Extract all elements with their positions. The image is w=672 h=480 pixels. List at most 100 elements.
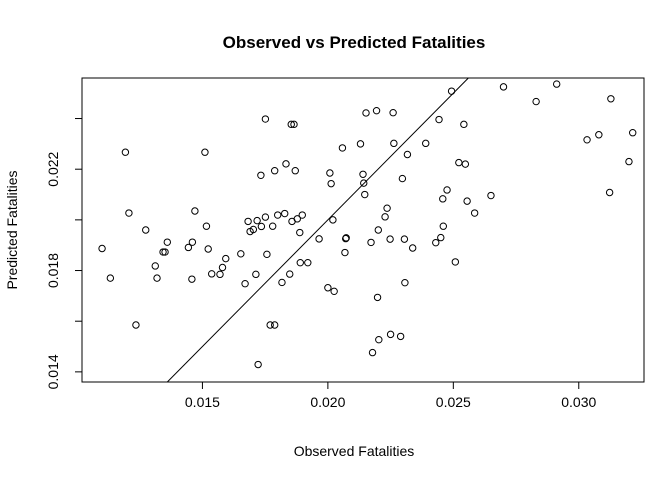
x-axis: 0.015 0.020 0.025 0.030: [185, 382, 596, 410]
y-tick-label: 0.014: [45, 354, 61, 389]
data-point: [241, 280, 249, 288]
data-point: [151, 262, 159, 270]
data-point: [326, 169, 334, 177]
data-point: [583, 136, 591, 144]
data-point: [362, 109, 370, 117]
data-point: [629, 129, 637, 137]
data-point: [460, 120, 468, 129]
data-point: [188, 275, 196, 283]
data-point: [184, 243, 193, 252]
data-point: [266, 321, 274, 329]
y-axis: 0.014 0.018 0.022: [45, 118, 82, 389]
data-point: [373, 293, 382, 302]
data-point: [315, 235, 323, 243]
data-point: [261, 115, 270, 123]
data-point: [330, 287, 338, 296]
data-point: [270, 321, 279, 329]
data-point: [374, 226, 382, 234]
x-tick-label: 0.025: [436, 394, 471, 410]
data-point: [408, 244, 417, 252]
data-point: [625, 157, 633, 166]
data-point: [257, 222, 266, 231]
data-point: [487, 191, 495, 200]
data-point: [403, 150, 412, 159]
data-point: [125, 209, 133, 217]
data-point: [327, 179, 335, 188]
data-point: [451, 258, 460, 266]
data-point: [381, 213, 389, 221]
data-point: [386, 330, 395, 339]
data-point: [282, 160, 290, 168]
data-point: [329, 216, 337, 224]
data-point: [204, 245, 212, 253]
data-point: [106, 274, 115, 282]
data-point: [383, 204, 391, 212]
data-point: [386, 235, 394, 243]
data-point: [389, 109, 397, 117]
x-tick-label: 0.015: [185, 394, 220, 410]
data-point: [455, 158, 463, 167]
data-point: [281, 209, 289, 218]
data-point: [359, 170, 367, 178]
data-point: [435, 115, 443, 124]
data-point: [439, 195, 447, 203]
data-point: [161, 248, 169, 256]
data-point: [367, 238, 375, 247]
y-tick-label: 0.018: [45, 253, 61, 288]
data-point: [188, 238, 197, 246]
plot-frame: [81, 77, 645, 383]
data-point: [400, 235, 409, 243]
data-point: [191, 207, 199, 215]
data-point: [595, 131, 603, 139]
data-point: [237, 250, 245, 258]
data-point: [422, 139, 430, 148]
data-point: [396, 332, 405, 341]
data-point: [222, 254, 230, 263]
data-point: [253, 216, 261, 225]
data-point: [437, 233, 445, 242]
data-points: [98, 80, 637, 369]
data-point: [278, 278, 286, 287]
data-point: [142, 226, 150, 234]
data-point: [153, 274, 161, 282]
data-point: [341, 248, 349, 257]
x-tick-label: 0.030: [561, 394, 596, 410]
data-point: [270, 167, 279, 175]
chart-title: Observed vs Predicted Fatalities: [223, 33, 486, 52]
data-point: [499, 83, 508, 91]
data-point: [159, 248, 167, 256]
data-point: [463, 197, 471, 205]
y-tick-label: 0.022: [45, 151, 61, 186]
data-point: [552, 80, 561, 88]
data-point: [338, 144, 347, 152]
data-point: [296, 228, 304, 237]
data-point: [324, 284, 332, 292]
x-axis-label: Observed Fatalities: [294, 443, 415, 459]
data-point: [304, 258, 312, 267]
data-point: [201, 148, 209, 156]
data-point: [257, 171, 265, 179]
data-point: [290, 120, 298, 129]
data-point: [287, 120, 295, 129]
data-point: [401, 278, 409, 287]
x-tick-label: 0.020: [310, 394, 345, 410]
data-point: [98, 244, 106, 253]
data-point: [163, 238, 172, 246]
data-point: [461, 160, 470, 168]
data-point: [361, 190, 369, 199]
data-point: [121, 148, 130, 156]
data-point: [470, 209, 479, 217]
data-point: [439, 222, 447, 230]
data-point: [432, 238, 440, 247]
data-point: [263, 250, 271, 259]
identity-reference-line: [166, 77, 469, 383]
data-point: [254, 360, 262, 369]
data-point: [398, 174, 407, 183]
data-point: [202, 222, 211, 230]
data-point: [216, 270, 224, 279]
y-axis-label: Predicted Fatalities: [4, 170, 20, 289]
data-point: [443, 186, 451, 194]
data-point: [293, 215, 301, 223]
data-point: [268, 222, 277, 230]
data-point: [607, 95, 615, 103]
